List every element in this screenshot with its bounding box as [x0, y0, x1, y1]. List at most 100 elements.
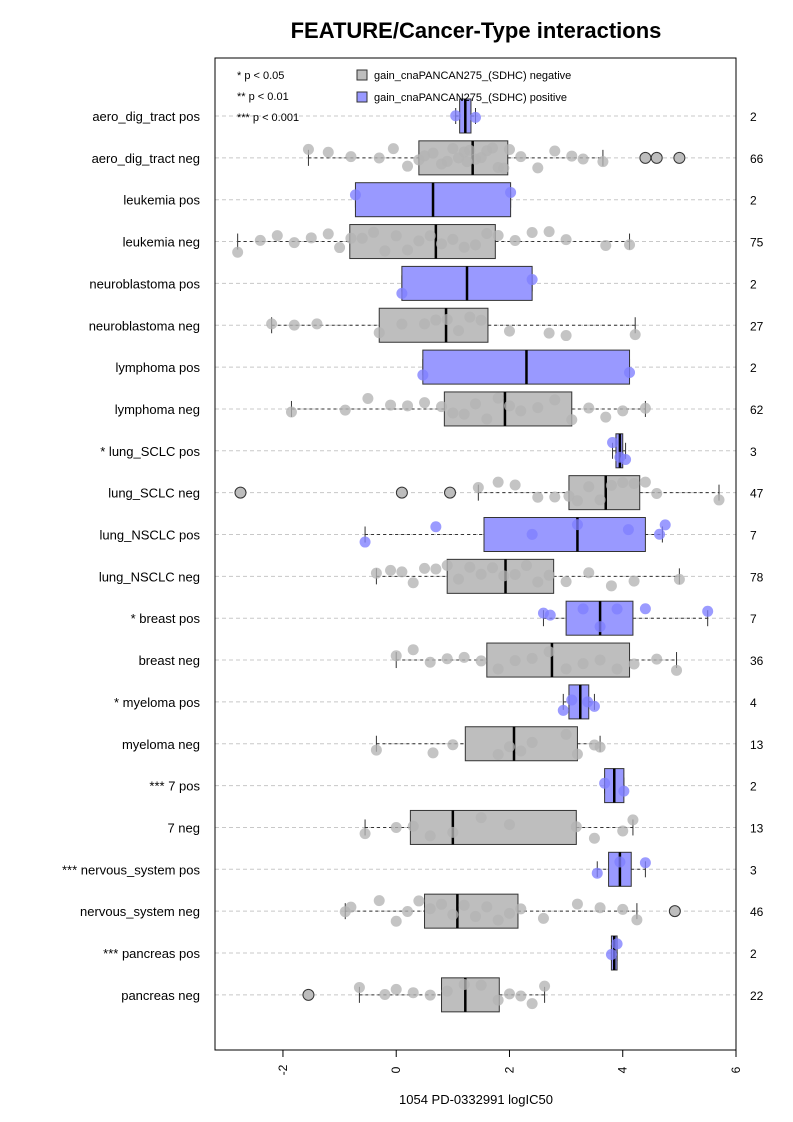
group-count: 4	[750, 696, 757, 710]
data-point	[629, 329, 641, 341]
data-point	[557, 704, 569, 716]
data-point	[472, 481, 484, 493]
data-point	[458, 651, 470, 663]
data-point	[481, 228, 493, 240]
data-point	[577, 153, 589, 165]
data-point	[359, 536, 371, 548]
data-point	[571, 495, 583, 507]
data-point	[305, 232, 317, 244]
group-count: 13	[750, 821, 764, 835]
x-tick-label: 6	[729, 1066, 743, 1073]
data-point	[486, 142, 498, 154]
data-point	[617, 476, 629, 488]
data-point	[571, 898, 583, 910]
data-point	[458, 978, 470, 990]
outlier-point	[650, 151, 663, 164]
data-point	[566, 694, 578, 706]
data-point	[407, 820, 419, 832]
group-count: 2	[750, 361, 757, 375]
data-point	[481, 901, 493, 913]
group-label: *** 7 pos	[149, 779, 200, 794]
data-point	[605, 479, 617, 491]
group-label: leukemia pos	[123, 193, 200, 208]
data-point	[402, 400, 414, 412]
data-point	[390, 230, 402, 242]
data-point	[424, 830, 436, 842]
data-point	[322, 146, 334, 158]
data-point	[368, 226, 380, 238]
group-count: 2	[750, 110, 757, 124]
data-point	[447, 407, 459, 419]
data-point	[464, 561, 476, 573]
data-point	[373, 152, 385, 164]
data-point	[396, 566, 408, 578]
group-label: *** nervous_system pos	[62, 862, 201, 877]
data-point	[436, 401, 448, 413]
data-point	[356, 232, 368, 244]
data-point	[563, 490, 575, 502]
data-point	[594, 654, 606, 666]
group-count: 7	[750, 529, 757, 543]
data-point	[339, 404, 351, 416]
data-point	[387, 143, 399, 155]
data-point	[407, 987, 419, 999]
data-point	[543, 327, 555, 339]
data-point	[570, 821, 582, 833]
group-count: 66	[750, 152, 764, 166]
x-tick-label: 0	[389, 1066, 403, 1073]
data-point	[353, 981, 365, 993]
data-point	[427, 147, 439, 159]
data-point	[515, 151, 527, 163]
data-point	[302, 143, 314, 155]
data-point	[583, 402, 595, 414]
data-point	[600, 411, 612, 423]
data-point	[436, 238, 448, 250]
data-point	[385, 564, 397, 576]
data-point	[362, 392, 374, 404]
group-count: 2	[750, 947, 757, 961]
x-tick-label: 2	[502, 1066, 516, 1073]
group-label: *** pancreas pos	[103, 946, 200, 961]
box	[409, 809, 577, 845]
outlier-point	[234, 486, 247, 499]
data-point	[424, 656, 436, 668]
group-label: breast neg	[139, 653, 200, 668]
data-point	[441, 155, 453, 167]
data-point	[458, 408, 470, 420]
legend-series-label: gain_cnaPANCAN275_(SDHC) negative	[374, 70, 571, 82]
group-count: 27	[750, 319, 764, 333]
data-point	[544, 609, 556, 621]
data-point	[492, 749, 504, 761]
data-point	[515, 745, 527, 757]
data-point	[447, 233, 459, 245]
data-point	[424, 903, 436, 915]
data-point	[503, 400, 515, 412]
legend-significance: *** p < 0.001	[237, 112, 299, 124]
data-point	[549, 145, 561, 157]
data-point	[628, 658, 640, 670]
data-point	[385, 399, 397, 411]
legend-swatch	[356, 69, 368, 81]
data-point	[419, 397, 431, 409]
data-point	[651, 487, 663, 499]
data-point	[379, 245, 391, 257]
data-point	[588, 832, 600, 844]
group-labels: aero_dig_tract pos aero_dig_tract neg leuk…	[62, 109, 201, 1003]
data-point	[407, 644, 419, 656]
group-count: 2	[750, 277, 757, 291]
chart-title: FEATURE/Cancer-Type interactions	[291, 18, 662, 43]
data-point	[470, 239, 481, 251]
data-point	[345, 232, 357, 244]
data-point	[607, 437, 619, 449]
data-point	[503, 741, 515, 753]
group-label: nervous_system neg	[80, 904, 200, 919]
group-label: lung_NSCLC neg	[99, 569, 200, 584]
group-count: 7	[750, 612, 757, 626]
data-point	[571, 748, 583, 760]
data-point	[624, 367, 636, 379]
group-label: 7 neg	[167, 820, 200, 835]
group-count: 36	[750, 654, 764, 668]
group-label: * lung_SCLC pos	[100, 444, 200, 459]
data-point	[322, 228, 334, 240]
group-label: leukemia neg	[123, 235, 200, 250]
